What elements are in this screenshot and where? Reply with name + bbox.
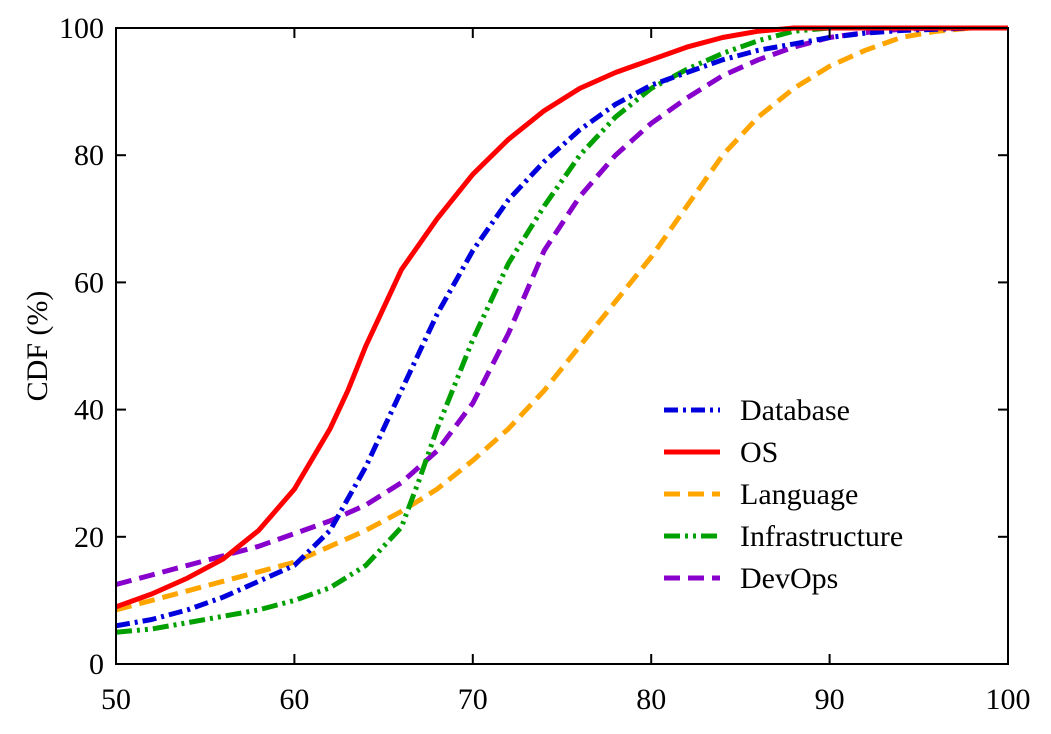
legend-label-language: Language [740,478,858,511]
x-tick-label: 100 [986,683,1031,716]
y-tick-label: 0 [89,648,104,681]
y-tick-label: 60 [74,266,104,299]
plot-frame [115,27,1009,665]
y-tick-label: 80 [74,139,104,172]
y-tick-label: 20 [74,521,104,554]
x-tick-label: 70 [458,683,488,716]
series-line-devops [115,25,1008,587]
x-tick-label: 90 [815,683,845,716]
series-line-database [115,25,1008,629]
x-tick-label: 80 [636,683,666,716]
series-line-language [115,25,1008,613]
legend-label-devops: DevOps [740,562,838,595]
legend-label-database: Database [740,394,850,427]
x-tick-label: 60 [279,683,309,716]
x-tick-label: 50 [101,683,131,716]
legend: Database OS Language Infrastructure DevOps [664,394,903,595]
y-tick-label: 100 [59,12,104,45]
y-tick-label: 40 [74,394,104,427]
legend-label-os: OS [740,436,778,469]
legend-label-infrastructure: Infrastructure [740,520,903,553]
ticks-layer: 50 60 70 80 90 100 0 20 40 60 80 100 [59,12,1031,716]
series-line-infrastructure [115,25,1008,635]
y-axis-label: CDF (%) [21,291,54,402]
